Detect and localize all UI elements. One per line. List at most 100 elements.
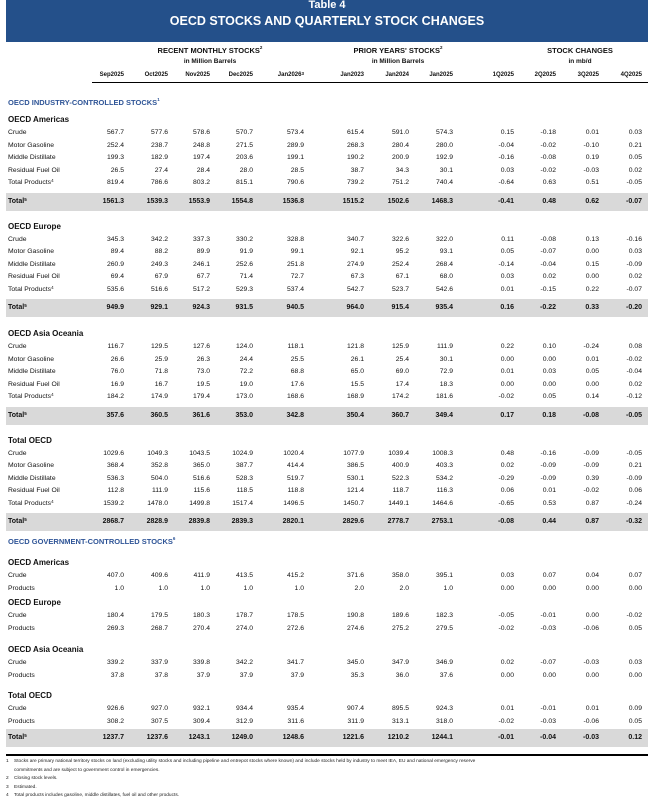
- table-row: Residual Fuel Oil 16.9 16.7 19.5 19.0 17.6 15.…: [0, 379, 660, 392]
- value-cell: 395.1: [435, 572, 453, 579]
- value-cell: -0.02: [498, 717, 515, 725]
- group-sup: 2: [259, 45, 263, 50]
- value-cell: 272.6: [286, 624, 304, 632]
- group-unit: in mb/d: [568, 58, 592, 65]
- row-label-text: Middle Distillate: [8, 154, 56, 161]
- row-label-sup: 4: [51, 284, 54, 290]
- value-cell: 72.2: [239, 368, 253, 375]
- row-label: Crude: [8, 612, 27, 619]
- column-label: Jan2023: [340, 72, 364, 78]
- table-row: Motor Gasoline 26.6 25.9 26.3 24.4 25.5 26.1 25…: [0, 354, 660, 367]
- footnote-text: Closing stock levels.: [14, 776, 58, 781]
- value-cell: 0.13: [585, 235, 599, 243]
- row-label: Middle Distillate: [8, 261, 56, 268]
- value-cell: 0.17: [500, 411, 514, 419]
- column-header: 1Q2025: [464, 72, 514, 78]
- value-cell: 895.5: [391, 705, 409, 712]
- value-cell: 1210.2: [387, 734, 409, 741]
- value-cell: 1.0: [294, 584, 304, 592]
- value-cell: 65.0: [350, 368, 364, 375]
- row-label-text: Residual Fuel Oil: [8, 166, 60, 174]
- value-cell: 30.1: [439, 355, 453, 363]
- value-cell: 387.7: [235, 462, 253, 469]
- value-cell: 192.9: [435, 154, 453, 161]
- column-header: 2Q2025: [506, 72, 556, 78]
- footnote-number: 2: [6, 776, 9, 781]
- group-unit: in Million Barrels: [371, 58, 425, 65]
- value-cell: 0.00: [500, 671, 514, 679]
- value-cell: 127.6: [192, 343, 210, 350]
- value-cell: 0.15: [500, 129, 514, 136]
- table-row: Crude 407.0 409.6 411.9 413.5 415.2 371.6 358.0…: [0, 570, 660, 583]
- value-cell: 1024.9: [232, 449, 253, 457]
- value-cell: -0.09: [583, 449, 600, 457]
- value-cell: -0.07: [626, 285, 643, 293]
- table-row: Residual Fuel Oil 69.4 67.9 67.7 71.4 72.7 67.…: [0, 271, 660, 284]
- group-header-recent: RECENT MONTHLY STOCKS2 in Million Barrel…: [100, 45, 320, 65]
- section-heading: OECD GOVERNMENT-CONTROLLED STOCKS6: [0, 535, 660, 549]
- value-cell: 530.1: [346, 474, 364, 482]
- value-cell: 249.3: [150, 260, 168, 268]
- value-cell: 37.8: [110, 671, 124, 679]
- value-cell: 330.2: [235, 235, 253, 243]
- row-label: Motor Gasoline: [8, 356, 54, 363]
- footnote: 3 Estimated.: [6, 784, 486, 793]
- value-cell: 25.9: [154, 355, 168, 363]
- column-header: Jan2024: [359, 72, 409, 78]
- value-cell: 0.00: [585, 671, 599, 679]
- value-cell: 400.9: [391, 462, 409, 469]
- value-cell: 197.4: [192, 154, 210, 161]
- value-cell: 0.00: [542, 355, 556, 363]
- value-cell: 289.9: [286, 141, 304, 149]
- value-cell: 322.0: [435, 235, 453, 243]
- value-cell: 339.8: [192, 659, 210, 666]
- value-cell: 200.9: [391, 154, 409, 161]
- value-cell: 578.6: [192, 129, 210, 136]
- value-cell: -0.08: [540, 235, 557, 243]
- row-label-text: Crude: [8, 705, 27, 712]
- column-label: Sep2025: [99, 72, 124, 78]
- value-cell: 1499.8: [189, 499, 210, 507]
- row-label-text: Residual Fuel Oil: [8, 487, 60, 494]
- region-name: OECD Asia Oceania: [8, 329, 84, 338]
- value-cell: 246.1: [192, 260, 210, 268]
- value-cell: 0.05: [500, 248, 514, 255]
- value-cell: 360.7: [391, 411, 409, 419]
- value-cell: 1554.8: [231, 197, 253, 205]
- value-cell: -0.02: [626, 612, 643, 619]
- region-header: OECD Americas: [0, 113, 660, 127]
- stocks-table: OECD INDUSTRY-CONTROLLED STOCKS1 OECD Ame…: [0, 96, 660, 747]
- table-row: Crude 345.3 342.2 337.3 330.2 328.8 340.7 322.6…: [0, 234, 660, 247]
- row-label-text: Total: [8, 304, 25, 311]
- column-header: Jan2025: [403, 72, 453, 78]
- value-cell: -0.07: [626, 197, 642, 205]
- value-cell: 819.4: [106, 179, 124, 186]
- value-cell: 0.05: [628, 154, 642, 161]
- value-cell: 0.48: [542, 197, 556, 205]
- value-cell: 964.0: [346, 304, 364, 311]
- value-cell: 0.48: [500, 449, 514, 457]
- row-label-text: Products: [8, 671, 35, 679]
- column-sup: 3: [301, 71, 304, 76]
- value-cell: 2.0: [354, 584, 364, 592]
- footnotes: 1 Stocks are primary national territory s…: [6, 758, 486, 801]
- value-cell: 203.6: [235, 154, 253, 161]
- footnote-number: 3: [6, 784, 9, 790]
- value-cell: -0.03: [540, 624, 557, 632]
- region-name: OECD Europe: [8, 221, 61, 231]
- value-cell: -0.05: [626, 449, 643, 457]
- region-name: OECD Americas: [8, 115, 70, 124]
- region-header: OECD Americas: [0, 556, 660, 570]
- value-cell: 924.3: [435, 705, 453, 712]
- footnote: 2 Closing stock levels.: [6, 775, 486, 784]
- column-label: Jan2025: [429, 72, 453, 78]
- value-cell: 311.9: [347, 717, 364, 725]
- column-header: Dec2025: [203, 72, 253, 78]
- row-label: Residual Fuel Oil: [8, 381, 60, 388]
- value-cell: -0.08: [583, 411, 599, 419]
- footnote: 1 Stocks are primary national territory s…: [6, 758, 486, 775]
- value-cell: 111.9: [437, 343, 453, 350]
- value-cell: -0.16: [498, 154, 515, 161]
- value-cell: 0.16: [500, 304, 514, 311]
- value-cell: 803.2: [192, 179, 210, 186]
